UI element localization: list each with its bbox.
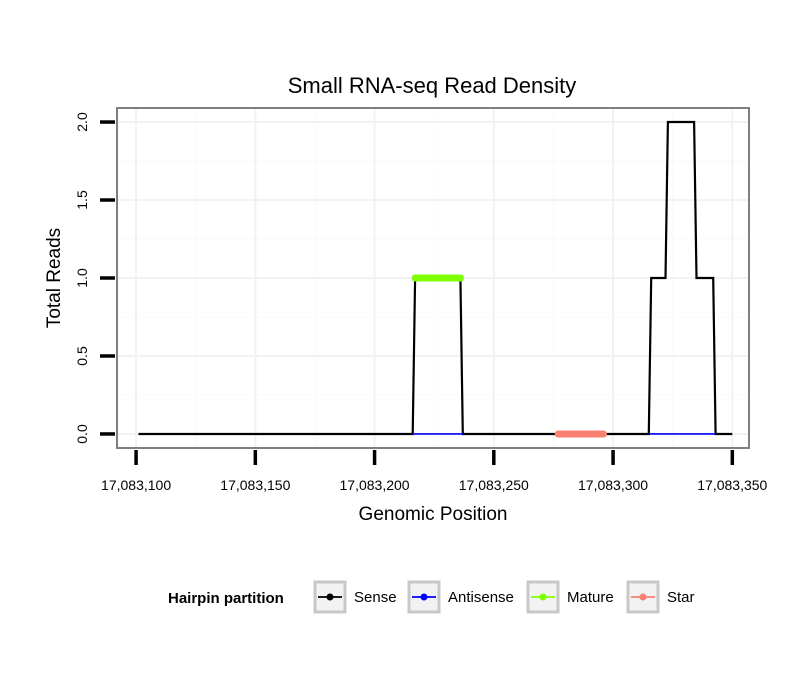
y-axis-title: Total Reads — [44, 228, 65, 328]
legend: Hairpin partition Sense Antisense Mature St… — [168, 580, 695, 614]
x-tick-label: 17,083,250 — [459, 477, 529, 493]
x-tick-label: 17,083,200 — [340, 477, 410, 493]
x-axis: 17,083,100 17,083,150 17,083,200 17,083,250… — [101, 450, 768, 493]
legend-label-antisense: Antisense — [448, 589, 514, 606]
y-tick-label: 0.0 — [74, 424, 90, 444]
series-layer — [138, 120, 733, 438]
y-tick-label: 1.5 — [74, 190, 90, 210]
x-tick-label: 17,083,100 — [101, 477, 171, 493]
legend-key-point — [639, 593, 647, 601]
legend-label-mature: Mature — [567, 589, 614, 606]
grid-lines — [117, 108, 749, 448]
y-tick-label: 0.5 — [74, 346, 90, 366]
x-tick-label: 17,083,300 — [578, 477, 648, 493]
y-tick-label: 2.0 — [74, 112, 90, 132]
legend-key-point — [326, 593, 334, 601]
panel-border — [116, 107, 750, 449]
x-tick-label: 17,083,350 — [697, 477, 767, 493]
y-tick-label: 1.0 — [74, 268, 90, 288]
legend-title: Hairpin partition — [168, 590, 284, 607]
legend-key-point — [539, 593, 547, 601]
plot-panel — [116, 107, 750, 449]
legend-label-star: Star — [667, 589, 695, 606]
y-axis: 0.0 0.5 1.0 1.5 2.0 — [74, 112, 115, 444]
legend-label-sense: Sense — [354, 589, 397, 606]
x-tick-label: 17,083,150 — [220, 477, 290, 493]
x-axis-title: Genomic Position — [359, 504, 508, 525]
chart-title: Small RNA-seq Read Density — [288, 73, 577, 98]
legend-key-point — [420, 593, 428, 601]
legend-entries: Sense Antisense Mature Star — [313, 580, 695, 614]
